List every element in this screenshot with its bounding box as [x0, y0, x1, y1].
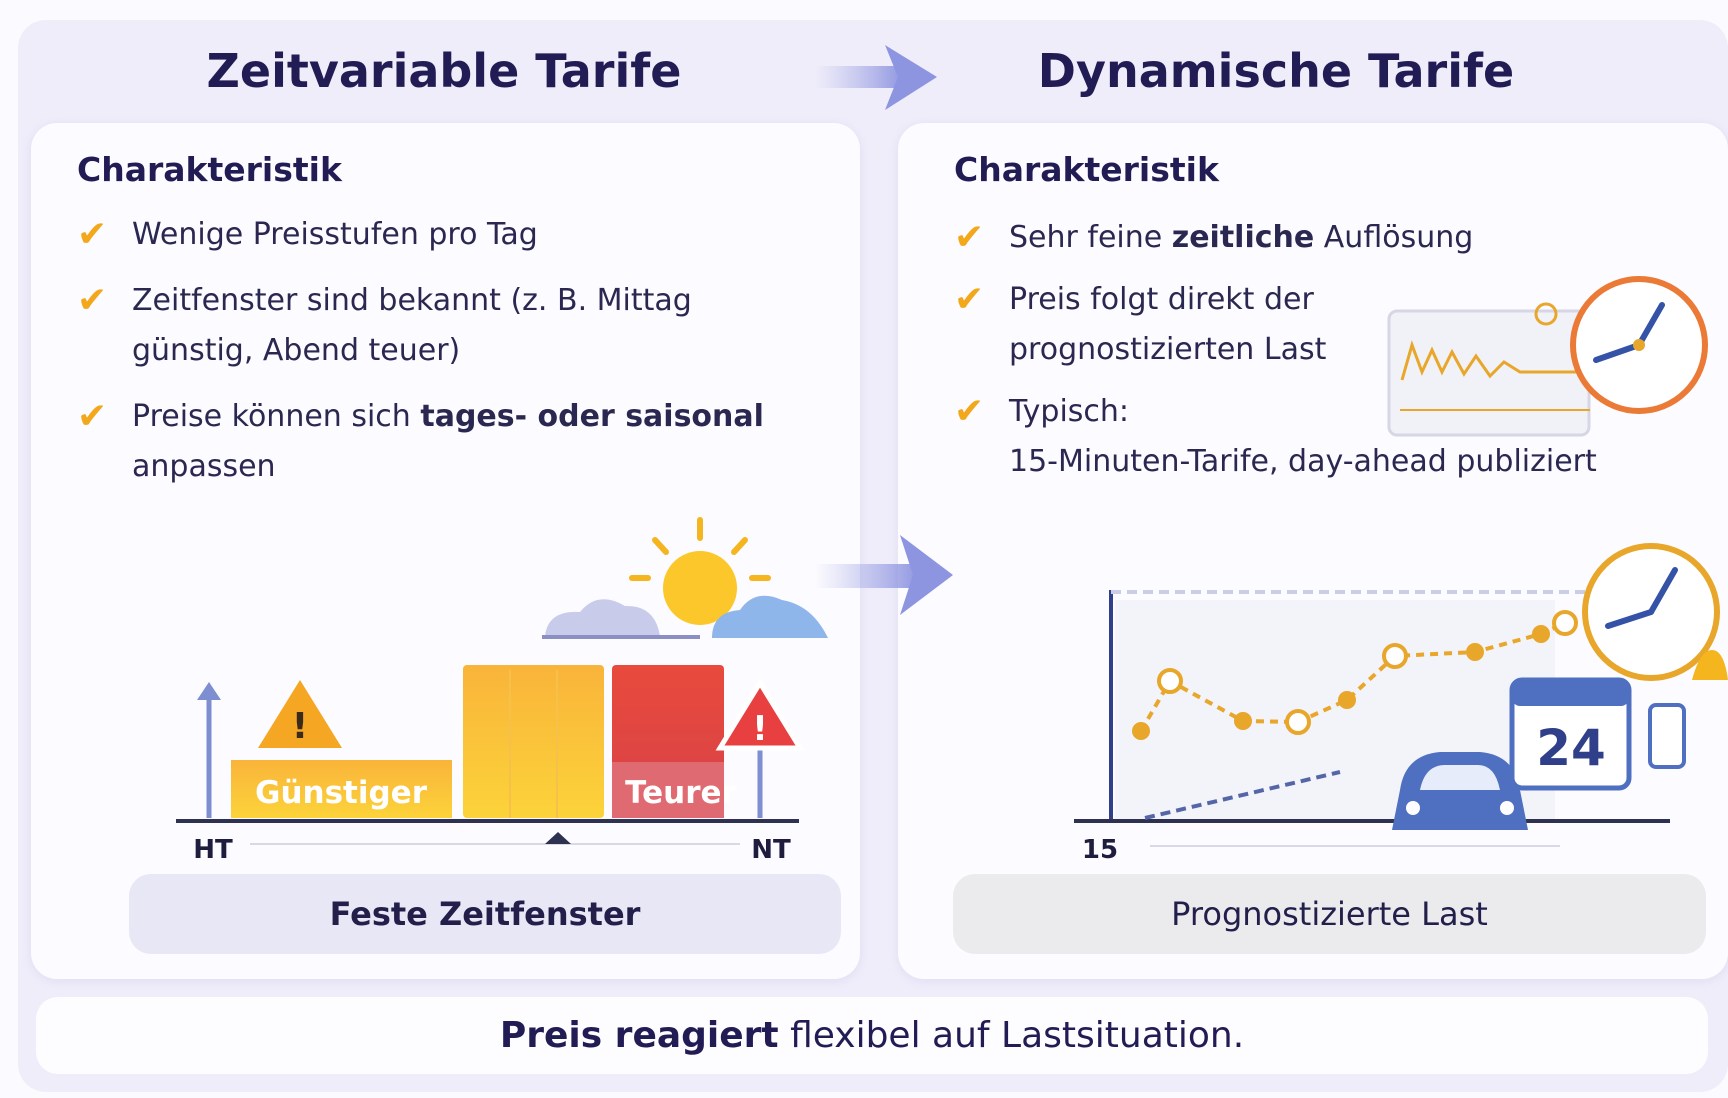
bullet-text: Sehr feine zeitliche Auflösung — [1009, 213, 1473, 263]
bullet-text: Zeitfenster sind bekannt (z. B. Mittag g… — [132, 276, 797, 376]
svg-text:!: ! — [292, 706, 308, 747]
forecast-chart — [1074, 546, 1728, 846]
text: Zeitfenster sind bekannt (z. B. Mittag g… — [132, 283, 692, 368]
bullet-item: ✔Preise können sich tages- oder saisonal… — [77, 392, 797, 492]
bullet-item: ✔Wenige Preisstufen pro Tag — [77, 210, 797, 260]
x-axis-label: 15 — [1082, 835, 1118, 865]
text: anpassen — [132, 449, 276, 484]
footer: Preis reagiert flexibel auf Lastsituatio… — [36, 997, 1708, 1074]
check-icon: ✔ — [77, 392, 132, 492]
text: Sehr feine — [1009, 220, 1172, 255]
bullet-item: ✔Typisch: 15-Minuten-Tarife, day-ahead p… — [954, 387, 1714, 487]
bullet-item: ✔Zeitfenster sind bekannt (z. B. Mittag … — [77, 276, 797, 376]
page: Zeitvariable Tarife Dynamische Tarife Ch… — [0, 0, 1728, 1098]
arrow-middle — [815, 535, 953, 615]
svg-text:!: ! — [752, 709, 768, 749]
check-icon: ✔ — [77, 276, 132, 376]
check-icon: ✔ — [954, 387, 1009, 487]
bold-text: Preis reagiert — [500, 1015, 779, 1056]
bullet-text: Typisch: 15-Minuten-Tarife, day-ahead pu… — [1009, 387, 1597, 487]
price-bars: ! ! — [176, 665, 800, 844]
bullet-text: Wenige Preisstufen pro Tag — [132, 210, 538, 260]
bold-text: tages- oder saisonal — [420, 399, 764, 434]
check-icon: ✔ — [954, 275, 1009, 375]
text: Preis folgt direkt der prognostizierten … — [1009, 282, 1326, 367]
text: flexibel auf Lastsituation. — [779, 1015, 1245, 1056]
end-label: NT — [751, 835, 791, 865]
bullet-item: ✔Sehr feine zeitliche Auflösung — [954, 213, 1714, 263]
start-label: HT — [193, 835, 233, 865]
bullet-item: ✔Preis folgt direkt der prognostizierten… — [954, 275, 1714, 375]
bullet-text: Preise können sich tages- oder saisonal … — [132, 392, 797, 492]
text: Preise können sich — [132, 399, 420, 434]
left-caption: Feste Zeitfenster — [129, 874, 841, 954]
cheap-label: Günstiger — [255, 775, 428, 811]
text: Typisch: 15-Minuten-Tarife, day-ahead pu… — [1009, 394, 1597, 479]
calendar-day: 24 — [1536, 719, 1606, 777]
check-icon: ✔ — [77, 210, 132, 260]
expensive-label: Teurer — [625, 775, 737, 811]
text: Wenige Preisstufen pro Tag — [132, 217, 538, 252]
bullet-text: Preis folgt direkt der prognostizierten … — [1009, 275, 1379, 375]
text: Auflösung — [1314, 220, 1473, 255]
right-bullets: ✔Sehr feine zeitliche Auflösung✔Preis fo… — [954, 213, 1714, 499]
left-bullets: ✔Wenige Preisstufen pro Tag✔Zeitfenster … — [77, 210, 797, 508]
check-icon: ✔ — [954, 213, 1009, 263]
arrow-top — [815, 45, 937, 110]
right-caption: Prognostizierte Last — [953, 874, 1706, 954]
weather-icon — [542, 520, 828, 638]
bold-text: zeitliche — [1172, 220, 1315, 255]
